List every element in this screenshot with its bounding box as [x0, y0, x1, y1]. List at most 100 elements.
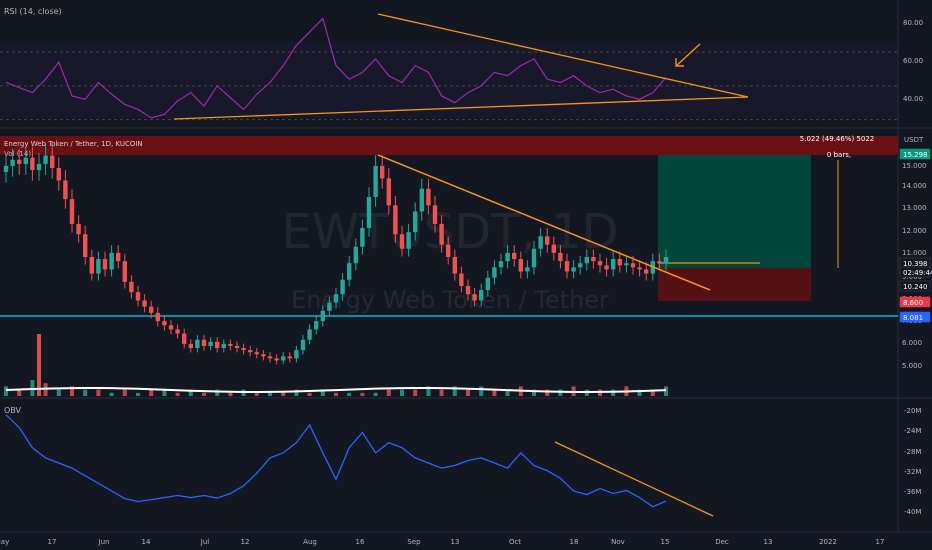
target-zone — [658, 155, 811, 268]
candle — [135, 285, 141, 307]
candle — [129, 275, 134, 299]
volume-bar — [492, 389, 497, 396]
candle — [512, 245, 517, 267]
candle — [241, 343, 246, 355]
time-tick: 17 — [876, 538, 885, 546]
volume-spike — [37, 334, 41, 396]
candle — [413, 202, 418, 241]
candle — [96, 251, 101, 281]
obv-tick: -32M — [904, 468, 921, 476]
candle — [564, 253, 570, 279]
candle — [83, 225, 88, 265]
rsi-resistance-trendline — [377, 13, 749, 98]
candle — [485, 270, 490, 297]
price-tick: 13.000 — [902, 204, 927, 212]
candle — [571, 260, 576, 279]
position-stats: 5.022 (49.46%) 5022 — [800, 135, 874, 143]
obv-line — [5, 414, 667, 508]
candle — [215, 337, 220, 353]
candle — [314, 315, 319, 335]
volume-bar — [545, 389, 550, 396]
time-tick: Jul — [200, 538, 210, 546]
volume-bar — [254, 392, 259, 396]
volume-bar — [175, 392, 180, 396]
candle — [188, 339, 193, 353]
volume-bar — [320, 389, 325, 396]
candle — [208, 337, 213, 351]
currency-label: USDT — [904, 136, 924, 144]
candle — [518, 251, 523, 279]
candle — [531, 240, 537, 275]
candle — [294, 345, 299, 363]
candle — [267, 352, 273, 363]
candle — [149, 300, 154, 319]
candle — [479, 283, 484, 307]
time-tick: Nov — [611, 538, 625, 546]
rsi-label: RSI (14, close) — [4, 7, 62, 16]
obv-downtrend-line — [554, 441, 714, 517]
candle — [439, 215, 444, 253]
candle — [63, 170, 68, 209]
rsi-pane — [0, 17, 898, 121]
volume-ma — [5, 387, 667, 393]
volume-bar — [294, 389, 299, 396]
volume-bar — [281, 392, 286, 396]
time-tick: Aug — [303, 538, 317, 546]
price-badge — [899, 280, 931, 292]
volume-bar — [268, 392, 272, 396]
time-tick: Oct — [509, 538, 521, 546]
candle — [155, 307, 160, 327]
price-tick: 14.000 — [902, 182, 927, 190]
price-tick: 11.000 — [902, 249, 927, 257]
candle — [426, 178, 431, 215]
price-badge — [899, 148, 931, 160]
obv-tick: -20M — [904, 407, 921, 415]
obv-tick: -24M — [904, 427, 921, 435]
volume-label: Vol (14) — [4, 150, 31, 158]
volume-bar — [70, 386, 74, 396]
price-badge-label: 10.240 — [903, 283, 928, 291]
candle — [525, 260, 530, 279]
time-tick: May — [0, 538, 9, 546]
candle — [347, 255, 352, 287]
price-tick: 15.000 — [902, 162, 927, 170]
candle — [393, 195, 398, 243]
time-tick: 17 — [48, 538, 57, 546]
candle — [221, 339, 226, 353]
volume-bar — [452, 386, 457, 396]
candle — [340, 273, 345, 301]
price-badge-label: 8.600 — [903, 299, 923, 307]
volume-bar — [334, 392, 338, 396]
price-badge — [899, 311, 931, 323]
time-tick: 15 — [661, 538, 670, 546]
candle — [300, 335, 306, 355]
volume-bar — [96, 389, 101, 396]
price-badge-label: 8.081 — [903, 314, 923, 322]
candle — [591, 249, 596, 269]
candle — [406, 223, 411, 257]
obv-tick: -36M — [904, 488, 921, 496]
candle — [663, 249, 669, 271]
candle — [182, 328, 187, 349]
volume-bar — [558, 389, 563, 396]
candle — [644, 262, 649, 281]
obv-pane — [5, 414, 667, 508]
resistance-zone — [0, 136, 898, 155]
candle — [248, 345, 253, 357]
price-badge-label: 10.398 — [903, 260, 928, 268]
volume-bar — [413, 389, 418, 396]
position-bars: 0 bars, — [827, 151, 851, 159]
candle — [366, 187, 372, 237]
candle — [175, 324, 180, 339]
candle — [162, 315, 167, 331]
candle — [624, 255, 629, 273]
volume-bar — [162, 389, 167, 396]
volume-bar — [56, 389, 61, 396]
candle — [69, 189, 75, 233]
volume-bar — [215, 389, 220, 396]
candle — [287, 352, 292, 363]
volume-pane — [4, 334, 668, 396]
candle — [505, 245, 510, 269]
time-tick: Jun — [98, 538, 110, 546]
